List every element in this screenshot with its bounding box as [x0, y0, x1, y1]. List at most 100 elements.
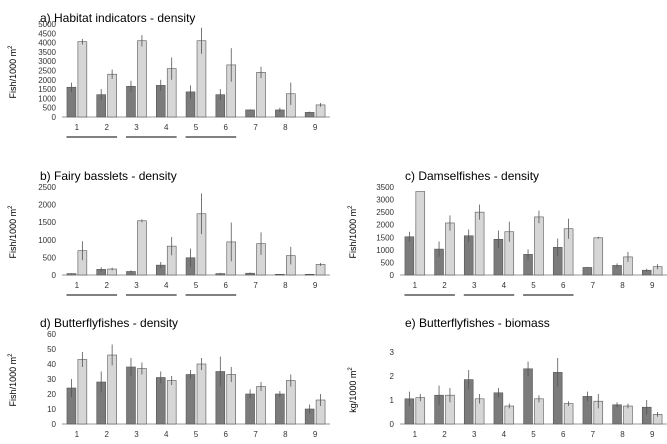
x-tick-label: 3	[134, 281, 139, 290]
y-axis-label-superscript: 2	[8, 205, 14, 209]
bar-light	[415, 397, 426, 425]
y-tick-label: 60	[47, 330, 56, 339]
y-tick-label: 2500	[376, 208, 394, 217]
bar-dark	[582, 267, 593, 276]
y-tick-label: 0	[52, 113, 57, 122]
panel-habitat-indicators-density: a) Habitat indicators - density Fish/1000…	[8, 11, 330, 138]
x-tick-label: 6	[561, 430, 566, 439]
x-tick-label: 9	[313, 123, 318, 132]
x-tick-label: 4	[502, 281, 507, 290]
x-tick-label: 6	[224, 430, 229, 439]
y-tick-label: 0	[52, 271, 57, 280]
x-tick-label: 2	[104, 281, 109, 290]
x-tick-label: 1	[413, 281, 418, 290]
x-tick-label: 6	[224, 281, 229, 290]
x-tick-label: 1	[413, 430, 418, 439]
x-tick-label: 6	[561, 281, 566, 290]
chart-title: c) Damselfishes - density	[405, 169, 539, 183]
y-tick-label: 1500	[376, 233, 394, 242]
bar-dark	[155, 377, 166, 425]
x-tick-label: 5	[531, 430, 536, 439]
bar-light	[415, 191, 426, 276]
x-tick-label: 4	[164, 281, 169, 290]
bar-light	[504, 405, 515, 425]
bar-light	[166, 380, 177, 425]
y-axis-label: Fish/1000 m2	[348, 205, 358, 259]
y-tick-label: 500	[43, 104, 57, 113]
y-tick-label: 3000	[376, 196, 394, 205]
x-tick-label: 2	[104, 123, 109, 132]
x-tick-label: 7	[591, 430, 596, 439]
bar-light	[137, 40, 147, 118]
y-tick-label: 2000	[38, 76, 56, 85]
x-tick-label: 8	[620, 430, 625, 439]
y-tick-label: 1000	[38, 94, 56, 103]
bar-light	[256, 72, 266, 118]
y-axis-label-text: Fish/1000 m	[8, 209, 18, 259]
y-axis-label-text: Fish/1000 m	[8, 49, 18, 99]
bar-light	[315, 264, 326, 276]
x-tick-label: 2	[442, 281, 447, 290]
bar-light	[623, 405, 633, 425]
y-tick-label: 3	[390, 348, 395, 357]
bar-light	[534, 216, 544, 276]
x-tick-label: 5	[194, 123, 199, 132]
bar-dark	[523, 368, 533, 425]
y-axis-label: kg/1000 m2	[348, 367, 358, 413]
x-tick-label: 9	[650, 430, 655, 439]
bar-light	[137, 368, 147, 425]
y-tick-label: 2500	[38, 67, 56, 76]
y-axis-label-text: kg/1000 m	[348, 371, 358, 413]
y-axis-label: Fish/1000 m2	[8, 45, 18, 99]
bar-light	[445, 222, 455, 276]
x-tick-label: 5	[194, 430, 199, 439]
y-tick-label: 1500	[38, 218, 56, 227]
bar-light	[77, 359, 88, 425]
x-tick-label: 9	[650, 281, 655, 290]
x-tick-label: 9	[313, 281, 318, 290]
x-tick-label: 1	[75, 430, 80, 439]
y-tick-label: 3500	[38, 48, 56, 57]
x-tick-label: 3	[472, 430, 477, 439]
x-tick-label: 3	[134, 430, 139, 439]
y-tick-label: 0	[390, 271, 395, 280]
x-tick-label: 7	[253, 123, 258, 132]
y-tick-label: 2	[390, 372, 395, 381]
bar-dark	[275, 393, 285, 425]
y-axis-label-text: Fish/1000 m	[8, 357, 18, 407]
bar-light	[107, 73, 117, 118]
x-tick-label: 7	[253, 281, 258, 290]
y-tick-label: 2500	[38, 183, 56, 192]
x-tick-label: 8	[283, 281, 288, 290]
x-tick-label: 3	[134, 123, 139, 132]
x-tick-label: 7	[591, 281, 596, 290]
x-tick-label: 4	[164, 123, 169, 132]
y-tick-label: 1000	[376, 246, 394, 255]
bar-dark	[245, 109, 255, 118]
y-tick-label: 30	[47, 375, 56, 384]
y-tick-label: 500	[43, 253, 57, 262]
x-tick-label: 2	[442, 430, 447, 439]
y-tick-label: 2000	[38, 201, 56, 210]
x-tick-label: 8	[283, 123, 288, 132]
x-tick-label: 5	[531, 281, 536, 290]
bar-light	[196, 363, 207, 425]
y-axis-label-text: Fish/1000 m	[348, 209, 358, 259]
x-tick-label: 4	[502, 430, 507, 439]
y-tick-label: 500	[381, 258, 395, 267]
y-tick-label: 1500	[38, 85, 56, 94]
x-tick-label: 4	[164, 430, 169, 439]
y-tick-label: 1000	[38, 236, 56, 245]
y-tick-label: 4000	[38, 39, 56, 48]
bar-light	[563, 403, 574, 425]
chart-title: e) Butterflyfishes - biomass	[405, 316, 550, 330]
y-tick-label: 3000	[38, 57, 56, 66]
chart-title: b) Fairy basslets - density	[40, 169, 177, 183]
x-tick-label: 8	[283, 430, 288, 439]
x-tick-label: 3	[472, 281, 477, 290]
y-tick-label: 5000	[38, 20, 56, 29]
